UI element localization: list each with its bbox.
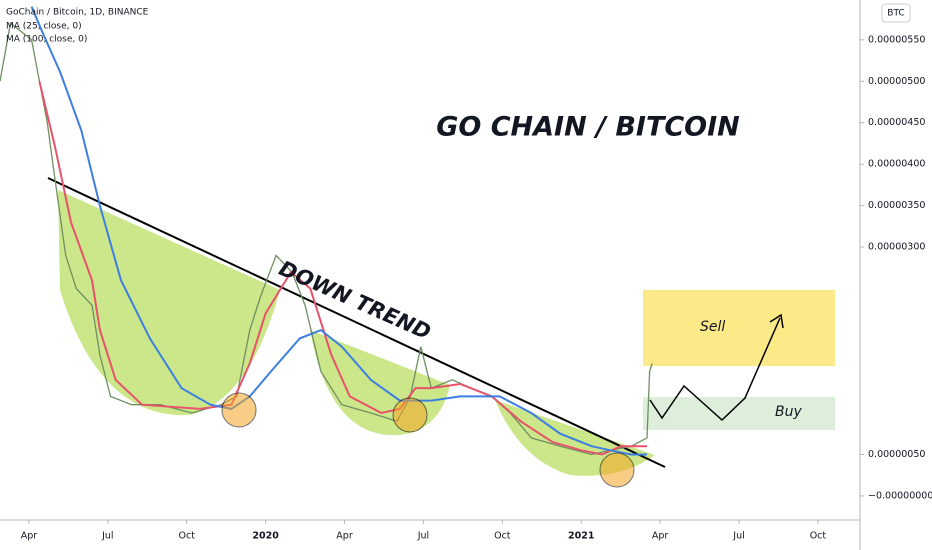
y-tick-label: 0.00000350 — [868, 200, 925, 211]
projection-arrow — [649, 317, 781, 422]
highlight-circle — [221, 392, 257, 428]
arrow-head — [769, 313, 784, 329]
x-tick-label: Oct — [810, 531, 827, 542]
x-tick-label: Jul — [732, 531, 744, 542]
x-tick-label: 2021 — [568, 531, 594, 542]
shade-area — [58, 190, 280, 416]
y-tick-label: 0.00000050 — [868, 449, 925, 460]
sell-zone — [643, 290, 835, 366]
time-axis — [0, 520, 932, 550]
legend-ma100: MA (100, close, 0) — [6, 35, 87, 45]
x-tick-label: Oct — [494, 531, 511, 542]
x-tick-label: 2020 — [252, 531, 279, 542]
x-tick-label: Apr — [652, 531, 669, 542]
series-line — [38, 81, 647, 456]
y-tick-label: 0.00000450 — [868, 117, 925, 128]
trend-line — [47, 177, 666, 468]
series-line — [30, 6, 647, 456]
highlight-circle — [599, 452, 635, 488]
highlight-circle — [392, 397, 428, 433]
sell-label: Sell — [700, 319, 725, 335]
series-line — [0, 22, 653, 456]
currency: BTC — [887, 9, 904, 19]
x-tick-label: Jul — [417, 531, 429, 542]
x-tick-label: Oct — [179, 531, 196, 542]
y-tick-label: 0.00000400 — [868, 159, 925, 170]
y-tick-label: −0.00000000 — [868, 490, 932, 501]
chart-title: GO CHAIN / BITCOIN — [436, 112, 740, 143]
buy-zone — [643, 397, 835, 430]
buy-label: Buy — [775, 404, 802, 420]
x-tick-label: Apr — [21, 531, 38, 542]
y-tick-label: 0.00000550 — [868, 34, 925, 45]
price-axis — [860, 0, 932, 550]
legend-ma25: MA (25, close, 0) — [6, 22, 82, 32]
y-tick-label: 0.00000500 — [868, 76, 925, 87]
currency-box — [881, 3, 911, 23]
x-tick-label: Apr — [336, 531, 353, 542]
y-tick-label: 0.00000300 — [868, 242, 925, 253]
legend-symbol: GoChain / Bitcoin, 1D, BINANCE — [6, 8, 149, 18]
x-tick-label: Jul — [101, 531, 113, 542]
